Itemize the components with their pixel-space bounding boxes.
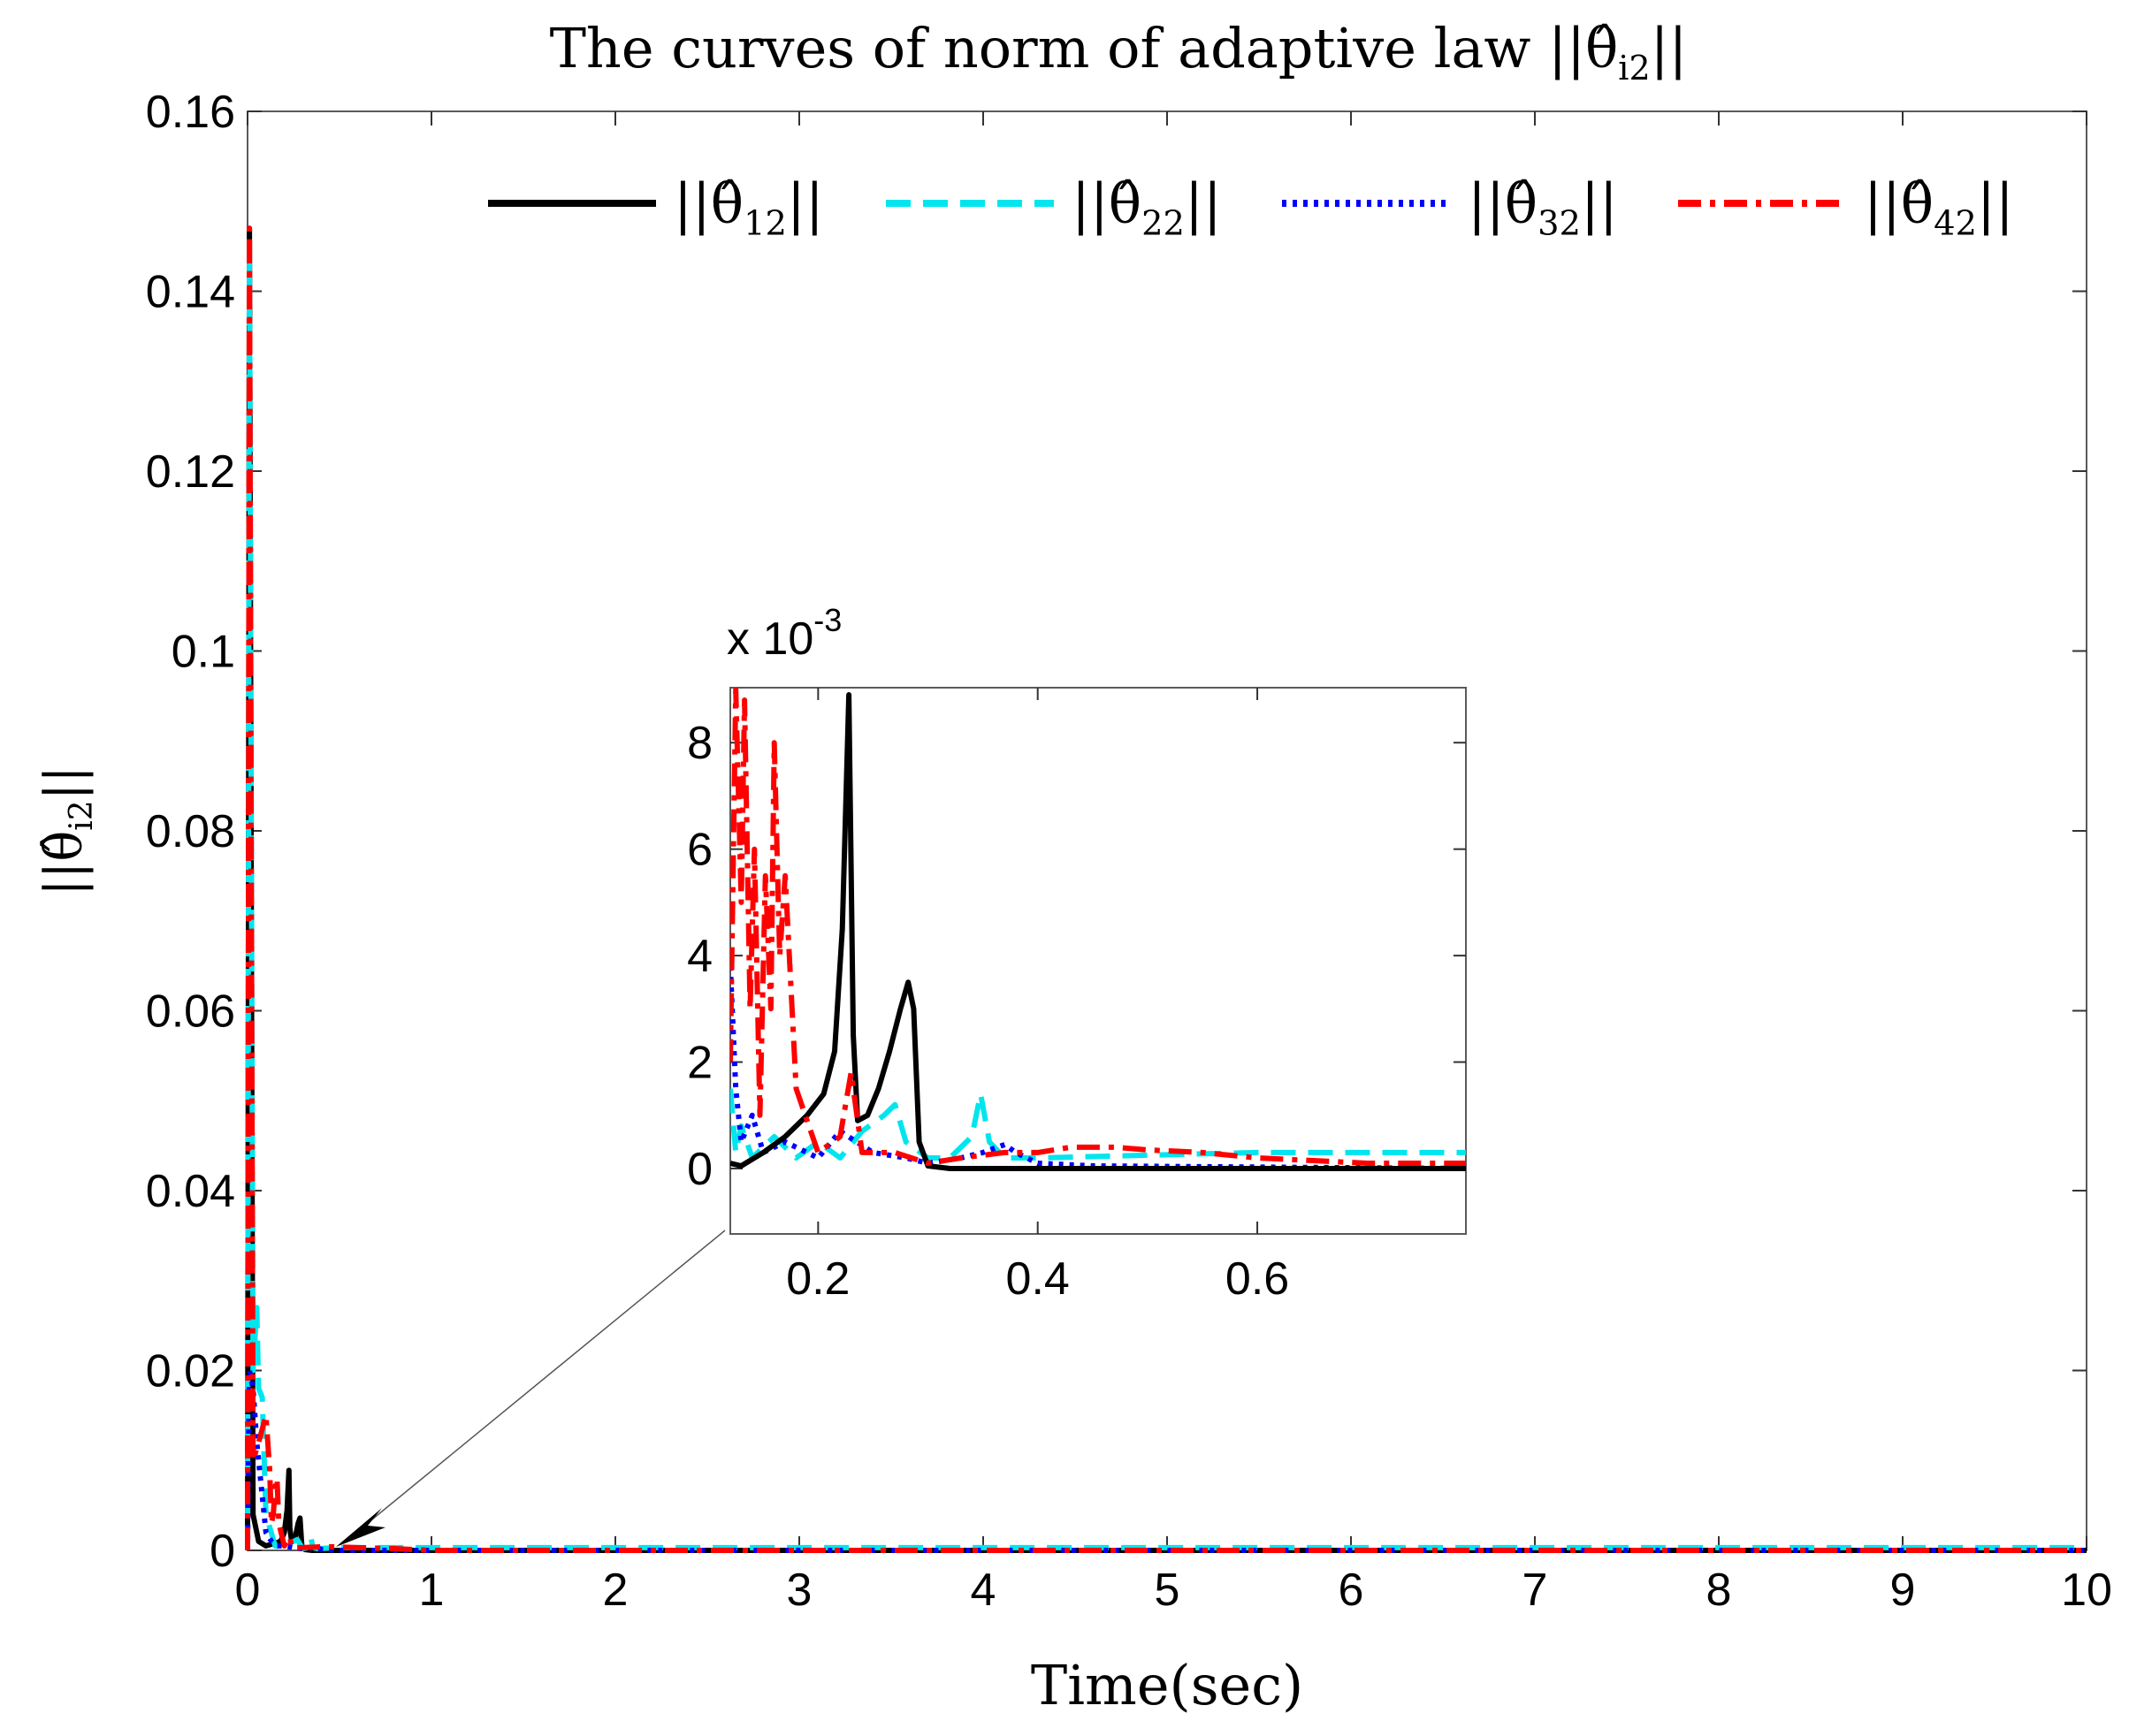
- inset-x-tick-label: 0.4: [1006, 1253, 1070, 1305]
- y-tick-label: 0.04: [146, 1166, 235, 1217]
- zoom-arrowhead: [336, 1508, 385, 1547]
- legend-label-theta42: ||θ̂42||: [1864, 171, 2014, 244]
- x-tick-label: 1: [419, 1565, 445, 1616]
- series-line-theta32: [245, 1367, 2087, 1553]
- chart-title: The curves of norm of adaptive law ||θ̂i…: [550, 16, 1688, 88]
- x-tick-label: 6: [1339, 1565, 1364, 1616]
- x-tick-label: 3: [787, 1565, 813, 1616]
- series-line-theta42: [245, 225, 2087, 1553]
- inset-ticks: 0.2 0.4 0.6 0 2 4 6 8: [687, 688, 1466, 1305]
- x-tick-label: 10: [2061, 1565, 2112, 1616]
- inset-series-line-theta12: [730, 692, 1466, 1171]
- y-tick-label: 0.1: [172, 627, 235, 678]
- inset-y-tick-label: 6: [687, 825, 713, 876]
- series-line-theta22: [245, 243, 2087, 1551]
- y-tick-label: 0.12: [146, 446, 235, 498]
- legend-label-theta12: ||θ̂12||: [674, 171, 824, 244]
- y-tick-label: 0.16: [146, 87, 235, 138]
- legend-label-theta22: ||θ̂22||: [1072, 171, 1222, 244]
- zoom-connector-line: [342, 1230, 726, 1544]
- x-tick-label: 8: [1706, 1565, 1732, 1616]
- y-tick-label: 0.14: [146, 267, 235, 318]
- main-ticks: 0 1 2 3 4 5 6 7 8 9 10 0 0.02 0.04 0.06 0.08 0.1 0.12 0.14…: [146, 87, 2112, 1616]
- x-tick-label: 9: [1890, 1565, 1916, 1616]
- y-tick-label: 0: [210, 1526, 235, 1577]
- x-tick-label: 5: [1155, 1565, 1180, 1616]
- y-tick-label: 0.02: [146, 1346, 235, 1397]
- inset-x-tick-label: 0.6: [1225, 1253, 1289, 1305]
- inset-series-line-theta42: [730, 688, 1466, 1166]
- inset-x-tick-label: 0.2: [786, 1253, 850, 1305]
- inset-series: [730, 688, 1466, 1171]
- inset-y-tick-label: 8: [687, 718, 713, 769]
- legend: ||θ̂12|| ||θ̂22|| ||θ̂32|| ||θ̂42||: [488, 171, 2014, 244]
- x-tick-label: 0: [235, 1565, 261, 1616]
- y-axis-label: ||θ̂i2||: [34, 765, 100, 896]
- inset-y-tick-label: 4: [687, 931, 713, 982]
- y-tick-label: 0.08: [146, 806, 235, 857]
- inset-y-tick-label: 2: [687, 1038, 713, 1089]
- x-tick-label: 7: [1522, 1565, 1548, 1616]
- x-tick-label: 4: [971, 1565, 996, 1616]
- legend-label-theta32: ||θ̂32||: [1468, 171, 1618, 244]
- x-tick-label: 2: [603, 1565, 629, 1616]
- y-tick-label: 0.06: [146, 986, 235, 1038]
- main-series: [245, 225, 2087, 1553]
- inset-y-tick-label: 0: [687, 1144, 713, 1195]
- inset-exponent-label: x 10-3: [727, 602, 842, 665]
- x-axis-label: Time(sec): [1031, 1653, 1303, 1717]
